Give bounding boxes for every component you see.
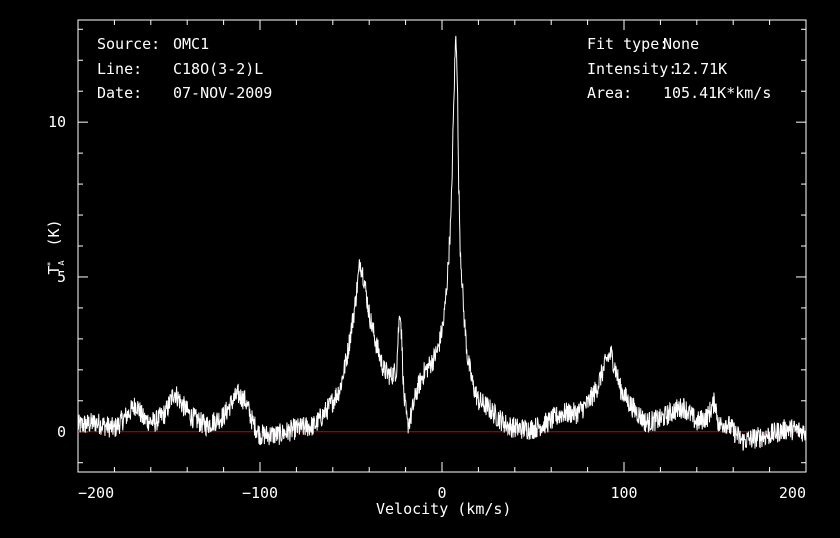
x-tick-label: 100 bbox=[610, 484, 637, 502]
area-value: 105.41K*km/s bbox=[663, 84, 772, 102]
x-tick-label: −200 bbox=[78, 484, 114, 502]
x-tick-label: 0 bbox=[437, 484, 446, 502]
y-tick-labels: 0 5 10 bbox=[48, 113, 66, 441]
y-axis-label-subscript: A bbox=[56, 260, 66, 266]
fit-type-label: Fit type: bbox=[587, 35, 669, 53]
date-label: Date: bbox=[97, 84, 143, 102]
y-tick-label: 5 bbox=[57, 268, 66, 286]
y-tick-label: 0 bbox=[57, 423, 66, 441]
x-tick-label: −100 bbox=[242, 484, 278, 502]
intensity-label: Intensity: bbox=[587, 60, 678, 78]
x-tick-label: 200 bbox=[779, 484, 806, 502]
y-axis-label-superscript: * bbox=[44, 261, 55, 267]
intensity-value: 12.71K bbox=[673, 60, 728, 78]
line-label: Line: bbox=[97, 60, 143, 78]
y-tick-label: 10 bbox=[48, 113, 66, 131]
spectrum-trace bbox=[77, 35, 807, 451]
area-label: Area: bbox=[587, 84, 633, 102]
date-value: 07-NOV-2009 bbox=[173, 84, 273, 102]
line-value: C18O(3-2)L bbox=[173, 60, 264, 78]
x-tick-labels: −200 −100 0 100 200 bbox=[78, 484, 806, 502]
source-value: OMC1 bbox=[173, 35, 210, 53]
y-axis-label-unit: (K) bbox=[45, 219, 63, 247]
fit-type-value: None bbox=[663, 35, 700, 53]
x-axis-label: Velocity (km/s) bbox=[376, 500, 512, 518]
source-label: Source: bbox=[97, 35, 161, 53]
y-axis-label: TA* (K) bbox=[27, 211, 66, 301]
